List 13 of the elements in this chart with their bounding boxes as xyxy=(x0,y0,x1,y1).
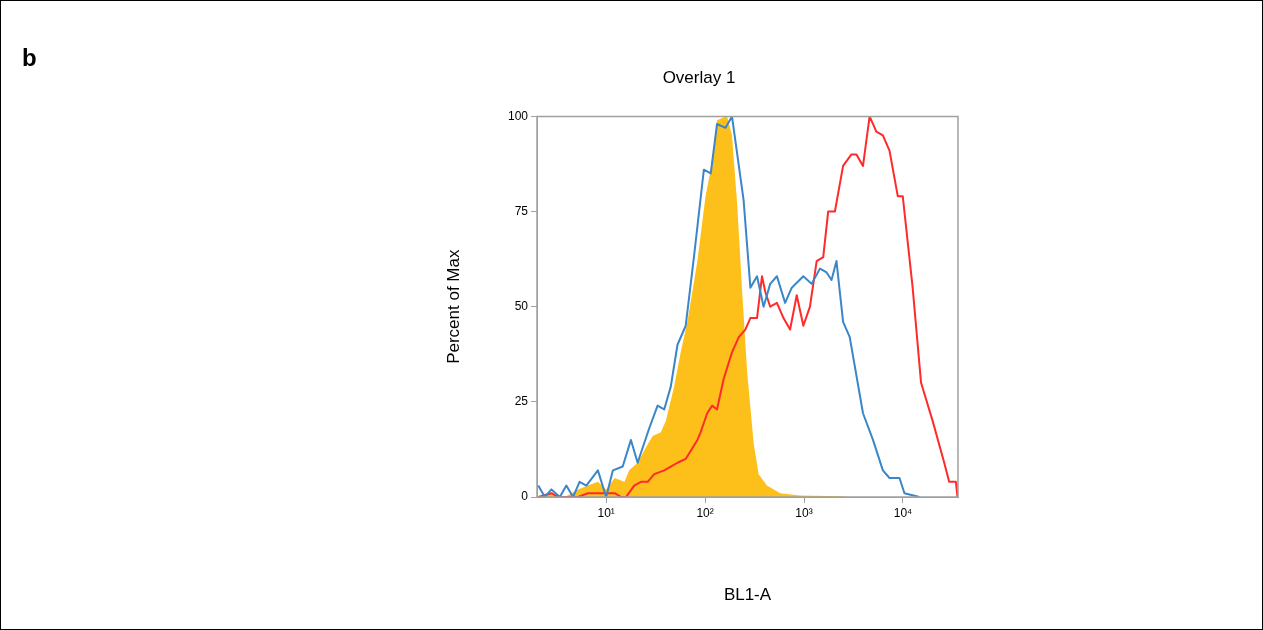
y-tick-label: 50 xyxy=(514,299,529,314)
x-tick-label: 10⁴ xyxy=(893,505,913,520)
x-tick-label: 10² xyxy=(696,505,714,520)
y-tick-label: 25 xyxy=(514,394,529,409)
text: b xyxy=(22,44,37,72)
x-tick-label: 10³ xyxy=(795,505,813,520)
x-axis-title: BL1-A xyxy=(723,585,772,605)
x-tick-label: 10¹ xyxy=(597,505,615,520)
y-axis-title: Percent of Max xyxy=(443,249,463,364)
y-tick-label: 100 xyxy=(507,108,529,123)
chart-title: Overlay 1 xyxy=(662,67,736,87)
y-tick-label: 75 xyxy=(514,203,529,218)
y-tick-label: 0 xyxy=(521,489,529,504)
